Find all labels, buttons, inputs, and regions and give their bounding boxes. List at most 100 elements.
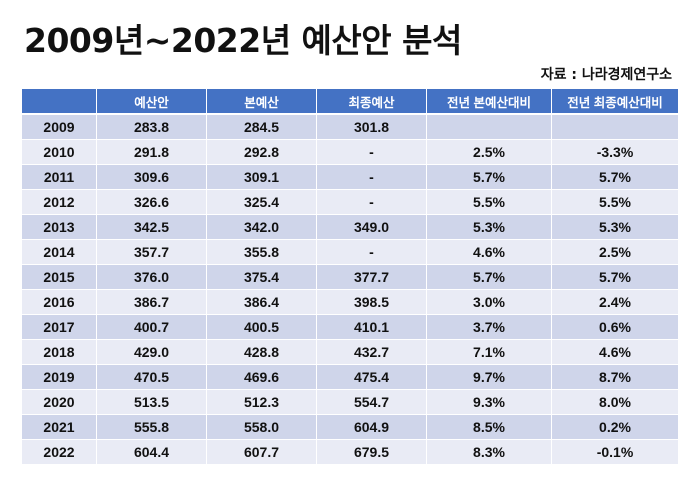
- yoy-main-cell: 5.5%: [427, 190, 552, 215]
- final-budget-cell: 679.5: [317, 440, 427, 465]
- year-cell: 2012: [22, 190, 97, 215]
- year-cell: 2017: [22, 315, 97, 340]
- year-cell: 2022: [22, 440, 97, 465]
- yoy-main-cell: 5.7%: [427, 165, 552, 190]
- main-budget-cell: 342.0: [207, 215, 317, 240]
- main-budget-cell: 428.8: [207, 340, 317, 365]
- table-row: 2013 342.5 342.0 349.0 5.3% 5.3%: [22, 215, 678, 240]
- yoy-main-cell: 8.5%: [427, 415, 552, 440]
- year-cell: 2018: [22, 340, 97, 365]
- yoy-final-cell: 4.6%: [552, 340, 678, 365]
- yoy-final-cell: 8.0%: [552, 390, 678, 415]
- year-cell: 2021: [22, 415, 97, 440]
- main-budget-cell: 469.6: [207, 365, 317, 390]
- year-cell: 2015: [22, 265, 97, 290]
- year-cell: 2011: [22, 165, 97, 190]
- yoy-main-cell: 2.5%: [427, 140, 552, 165]
- yoy-final-cell: 0.2%: [552, 415, 678, 440]
- year-cell: 2016: [22, 290, 97, 315]
- yoy-final-cell: 2.4%: [552, 290, 678, 315]
- year-cell: 2020: [22, 390, 97, 415]
- col-header-proposed: 예산안: [97, 89, 207, 115]
- proposed-cell: 291.8: [97, 140, 207, 165]
- table-row: 2011 309.6 309.1-5.7% 5.7%: [22, 165, 678, 190]
- col-header-main: 본예산: [207, 89, 317, 115]
- final-budget-cell: -: [317, 165, 427, 190]
- main-budget-cell: 309.1: [207, 165, 317, 190]
- yoy-main-cell: 9.3%: [427, 390, 552, 415]
- col-header-yoy-final: 전년 최종예산대비: [552, 89, 678, 115]
- table-row: 2019 470.5 469.6 475.4 9.7% 8.7%: [22, 365, 678, 390]
- table-body: 2009 283.8 284.5 301.8 2010 291.8 292.8-2.5% -3…: [22, 115, 678, 465]
- yoy-main-cell: 3.0%: [427, 290, 552, 315]
- main-budget-cell: 284.5: [207, 115, 317, 140]
- proposed-cell: 555.8: [97, 415, 207, 440]
- proposed-cell: 326.6: [97, 190, 207, 215]
- table-row: 2021 555.8 558.0 604.9 8.5% 0.2%: [22, 415, 678, 440]
- yoy-main-cell: [427, 115, 552, 140]
- table-row: 2018 429.0 428.8 432.7 7.1% 4.6%: [22, 340, 678, 365]
- budget-table: 예산안 본예산 최종예산 전년 본예산대비 전년 최종예산대비 2009 283.…: [22, 89, 678, 465]
- col-header-year: [22, 89, 97, 115]
- proposed-cell: 309.6: [97, 165, 207, 190]
- year-cell: 2010: [22, 140, 97, 165]
- yoy-main-cell: 5.3%: [427, 215, 552, 240]
- page-title: 2009년~2022년 예산안 분석: [24, 21, 462, 60]
- main-budget-cell: 400.5: [207, 315, 317, 340]
- header-row: 예산안 본예산 최종예산 전년 본예산대비 전년 최종예산대비: [22, 89, 678, 115]
- yoy-final-cell: 0.6%: [552, 315, 678, 340]
- table-row: 2016 386.7 386.4 398.5 3.0% 2.4%: [22, 290, 678, 315]
- table-row: 2012 326.6 325.4-5.5% 5.5%: [22, 190, 678, 215]
- yoy-final-cell: 5.3%: [552, 215, 678, 240]
- proposed-cell: 429.0: [97, 340, 207, 365]
- source-note: 자료 : 나라경제연구소: [540, 67, 672, 83]
- proposed-cell: 376.0: [97, 265, 207, 290]
- table-row: 2009 283.8 284.5 301.8: [22, 115, 678, 140]
- final-budget-cell: 604.9: [317, 415, 427, 440]
- main-budget-cell: 607.7: [207, 440, 317, 465]
- yoy-final-cell: 2.5%: [552, 240, 678, 265]
- proposed-cell: 342.5: [97, 215, 207, 240]
- final-budget-cell: -: [317, 240, 427, 265]
- proposed-cell: 513.5: [97, 390, 207, 415]
- proposed-cell: 470.5: [97, 365, 207, 390]
- final-budget-cell: -: [317, 190, 427, 215]
- year-cell: 2009: [22, 115, 97, 140]
- table-row: 2022 604.4 607.7 679.5 8.3% -0.1%: [22, 440, 678, 465]
- table-row: 2020 513.5 512.3 554.7 9.3% 8.0%: [22, 390, 678, 415]
- year-cell: 2014: [22, 240, 97, 265]
- yoy-final-cell: 5.7%: [552, 265, 678, 290]
- table-row: 2017 400.7 400.5 410.1 3.7% 0.6%: [22, 315, 678, 340]
- proposed-cell: 357.7: [97, 240, 207, 265]
- proposed-cell: 604.4: [97, 440, 207, 465]
- proposed-cell: 386.7: [97, 290, 207, 315]
- proposed-cell: 283.8: [97, 115, 207, 140]
- final-budget-cell: 398.5: [317, 290, 427, 315]
- main-budget-cell: 386.4: [207, 290, 317, 315]
- year-cell: 2019: [22, 365, 97, 390]
- final-budget-cell: 377.7: [317, 265, 427, 290]
- proposed-cell: 400.7: [97, 315, 207, 340]
- main-budget-cell: 375.4: [207, 265, 317, 290]
- final-budget-cell: -: [317, 140, 427, 165]
- yoy-main-cell: 9.7%: [427, 365, 552, 390]
- final-budget-cell: 554.7: [317, 390, 427, 415]
- main-budget-cell: 325.4: [207, 190, 317, 215]
- final-budget-cell: 349.0: [317, 215, 427, 240]
- yoy-final-cell: -3.3%: [552, 140, 678, 165]
- table-row: 2010 291.8 292.8-2.5% -3.3%: [22, 140, 678, 165]
- final-budget-cell: 432.7: [317, 340, 427, 365]
- year-cell: 2013: [22, 215, 97, 240]
- final-budget-cell: 475.4: [317, 365, 427, 390]
- yoy-final-cell: 5.7%: [552, 165, 678, 190]
- yoy-main-cell: 7.1%: [427, 340, 552, 365]
- yoy-final-cell: 5.5%: [552, 190, 678, 215]
- yoy-main-cell: 8.3%: [427, 440, 552, 465]
- main-budget-cell: 512.3: [207, 390, 317, 415]
- main-budget-cell: 558.0: [207, 415, 317, 440]
- yoy-final-cell: 8.7%: [552, 365, 678, 390]
- main-budget-cell: 292.8: [207, 140, 317, 165]
- yoy-main-cell: 5.7%: [427, 265, 552, 290]
- final-budget-cell: 301.8: [317, 115, 427, 140]
- col-header-yoy-main: 전년 본예산대비: [427, 89, 552, 115]
